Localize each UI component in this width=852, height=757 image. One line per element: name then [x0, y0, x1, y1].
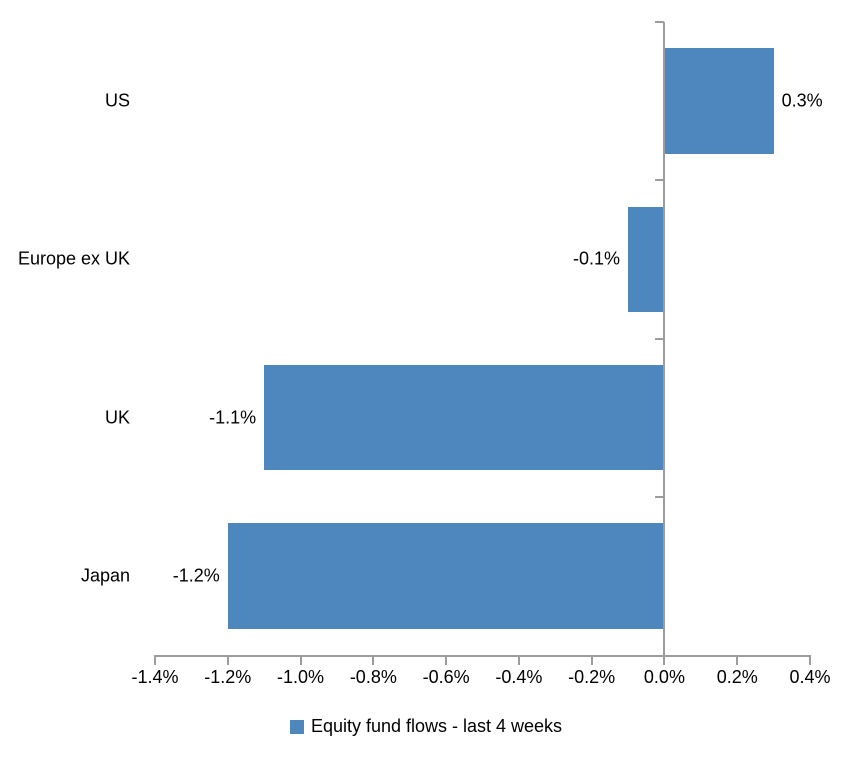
x-tick-label: -0.4%: [495, 667, 543, 687]
x-tick-label: 0.2%: [716, 667, 758, 687]
category-label: Europe ex UK: [17, 248, 130, 269]
data-label: -0.1%: [573, 248, 621, 269]
x-tick-label: 0.0%: [643, 667, 685, 687]
legend-label: Equity fund flows - last 4 weeks: [310, 716, 563, 736]
x-tick-label: -0.2%: [568, 667, 616, 687]
x-tick-label: -0.6%: [422, 667, 470, 687]
x-tick-label: 0.4%: [789, 667, 831, 687]
x-axis-line: [155, 655, 810, 657]
data-label: -1.1%: [209, 407, 257, 428]
x-tick-label: -0.8%: [349, 667, 397, 687]
x-tick-mark: [736, 655, 739, 665]
x-tick-mark: [372, 655, 375, 665]
x-tick-mark: [299, 655, 302, 665]
data-label: -1.2%: [172, 565, 220, 586]
category-label: UK: [104, 407, 130, 428]
zero-axis-line: [663, 22, 666, 665]
y-tick-mark: [655, 495, 665, 498]
x-tick-mark: [226, 655, 229, 665]
bar-europe-ex-uk: [628, 206, 665, 313]
x-tick-mark: [809, 655, 811, 665]
x-tick-mark: [445, 655, 448, 665]
category-label: Japan: [80, 565, 130, 586]
x-tick-mark: [590, 655, 593, 665]
bar-japan: [227, 523, 665, 629]
x-tick-mark: [154, 655, 156, 665]
bar-us: [664, 48, 774, 154]
chart-legend: Equity fund flows - last 4 weeks: [0, 716, 852, 737]
x-tick-label: -1.2%: [204, 667, 252, 687]
data-label: 0.3%: [781, 90, 823, 111]
y-tick-mark: [655, 337, 665, 340]
y-tick-mark: [655, 21, 665, 23]
category-label: US: [104, 90, 130, 111]
legend-color-swatch: [289, 719, 304, 734]
x-tick-label: -1.0%: [277, 667, 325, 687]
x-tick-mark: [517, 655, 520, 665]
bar-uk: [264, 364, 665, 471]
x-tick-label: -1.4%: [131, 667, 179, 687]
x-tick-mark: [663, 655, 666, 665]
y-tick-mark: [655, 179, 665, 182]
